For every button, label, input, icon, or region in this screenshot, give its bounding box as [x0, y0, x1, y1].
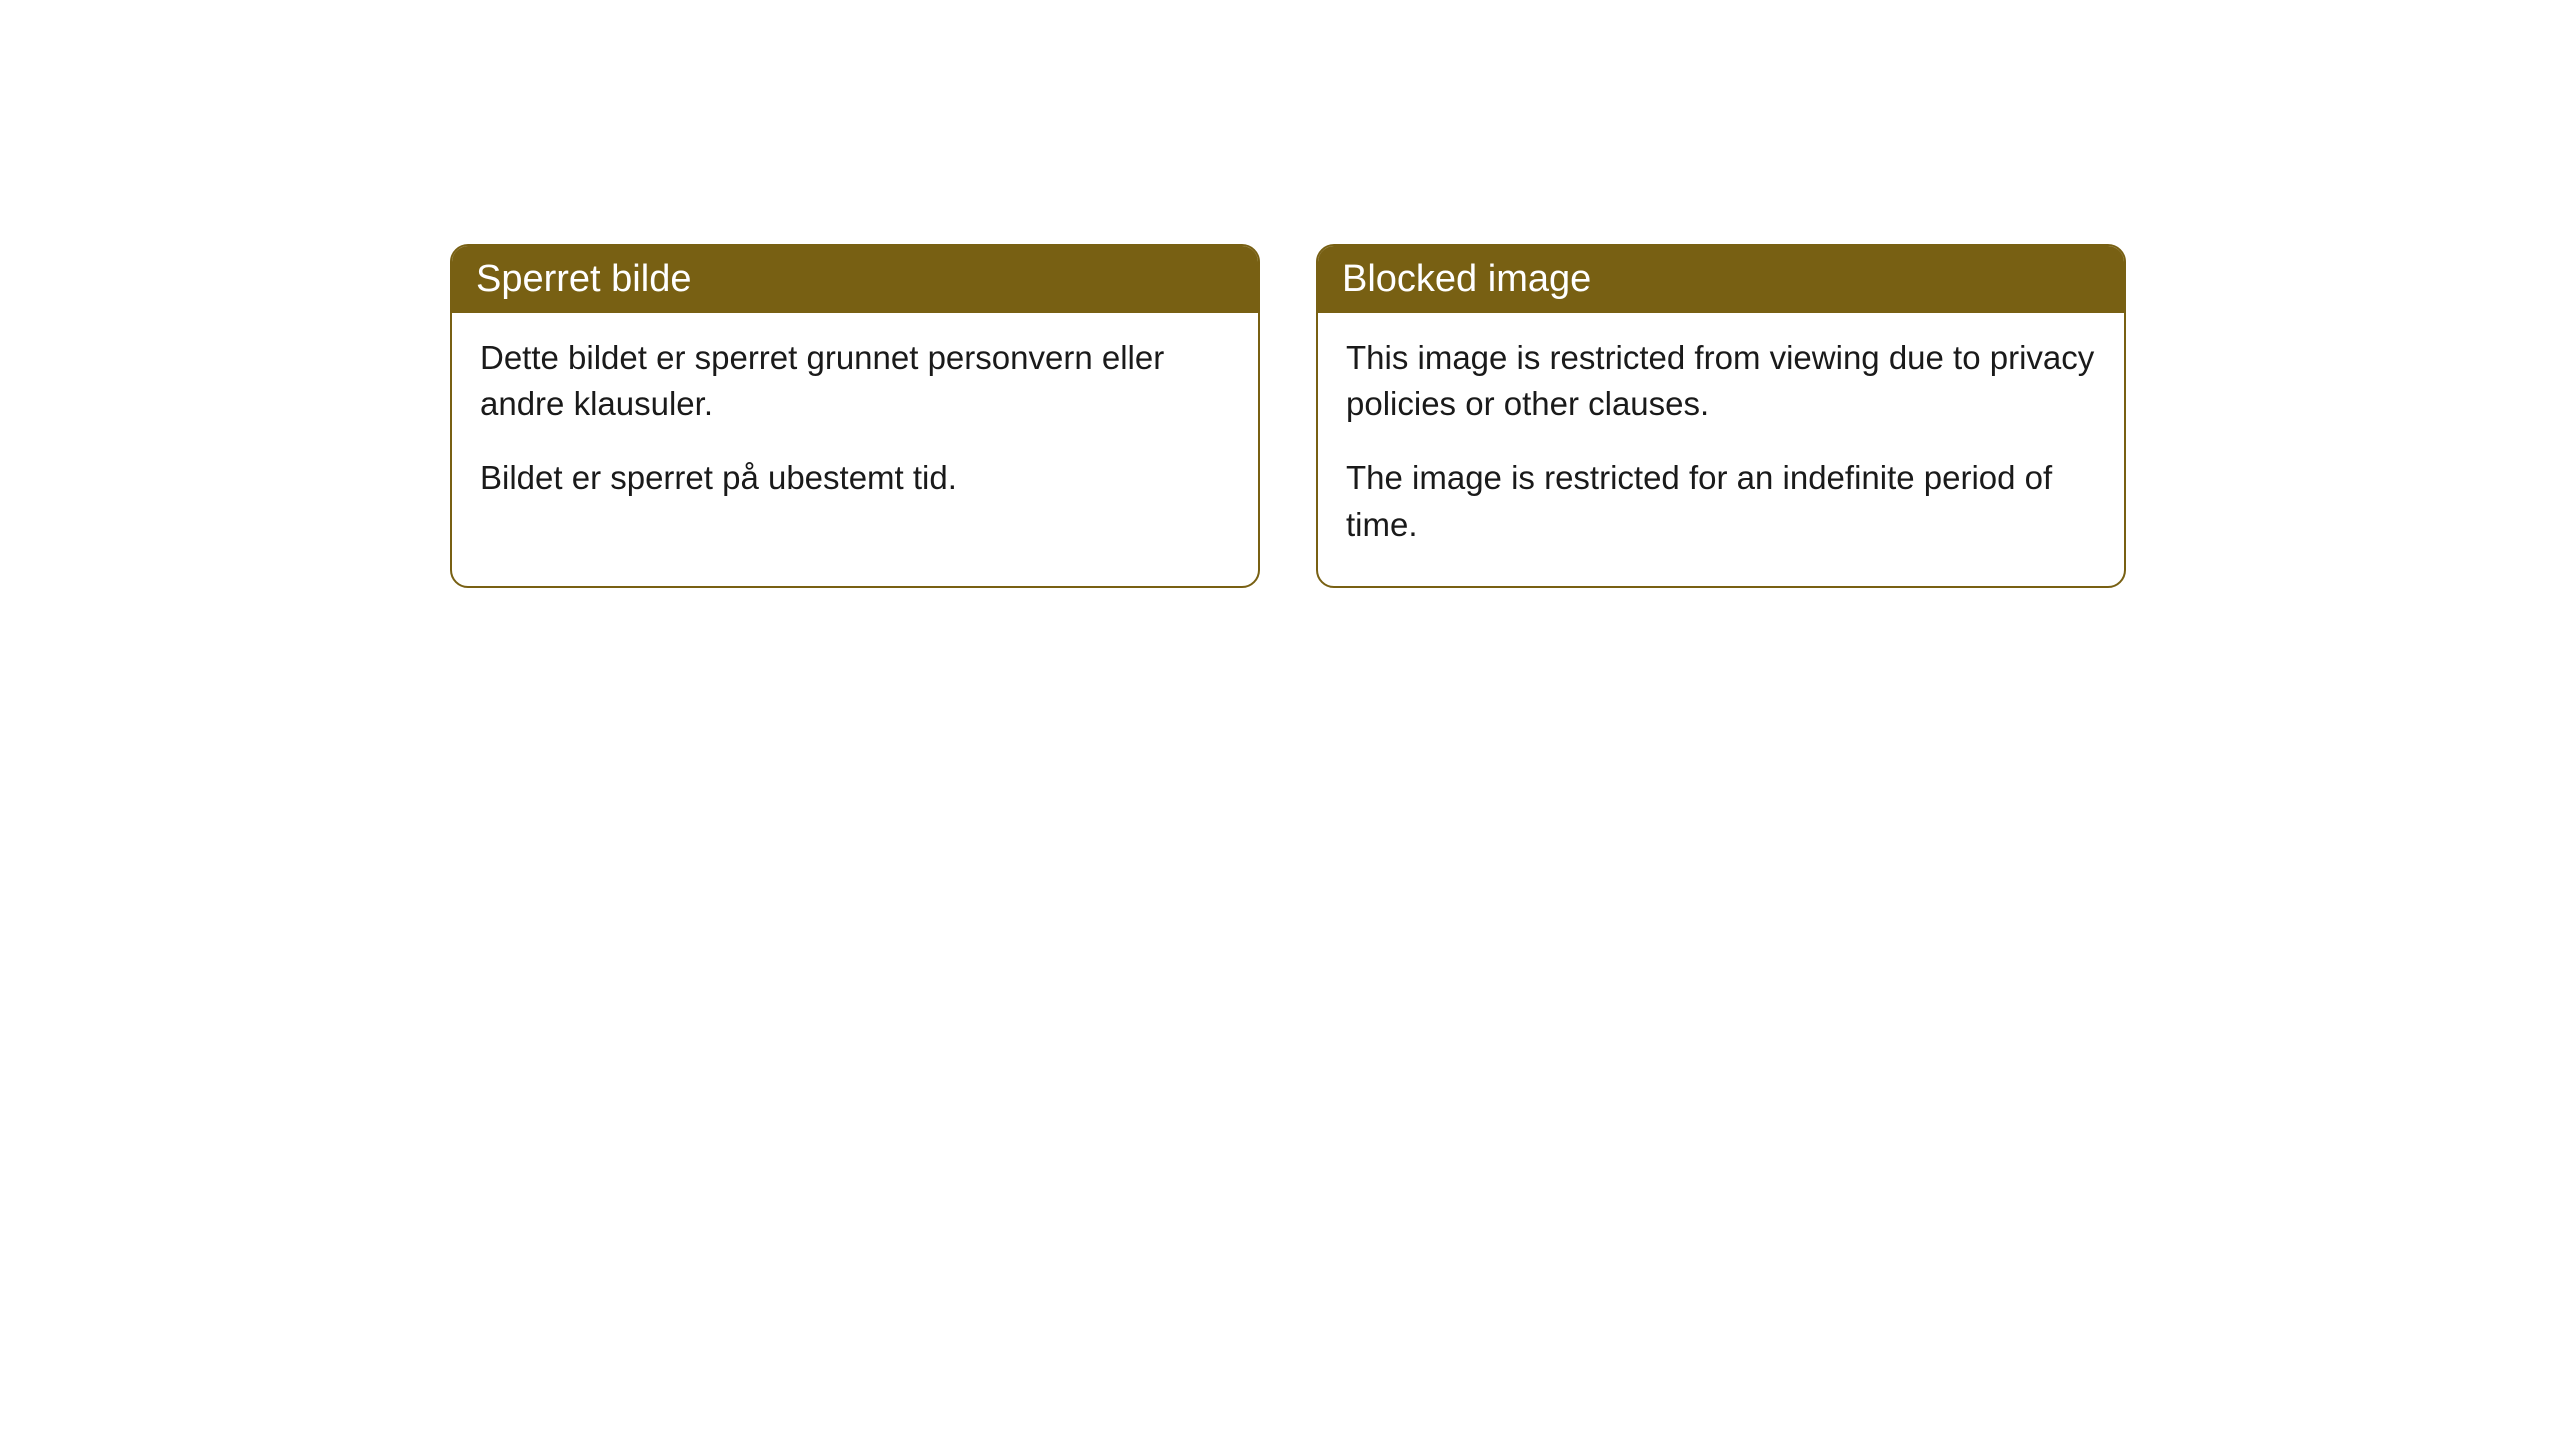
card-paragraph2-english: The image is restricted for an indefinit… [1346, 455, 2096, 547]
cards-container: Sperret bilde Dette bildet er sperret gr… [0, 0, 2560, 588]
card-title-norwegian: Sperret bilde [476, 258, 691, 300]
card-paragraph1-english: This image is restricted from viewing du… [1346, 335, 2096, 427]
card-paragraph2-norwegian: Bildet er sperret på ubestemt tid. [480, 455, 1230, 501]
card-body-english: This image is restricted from viewing du… [1318, 313, 2124, 586]
card-title-english: Blocked image [1342, 258, 1591, 300]
card-header-english: Blocked image [1318, 246, 2124, 313]
card-paragraph1-norwegian: Dette bildet er sperret grunnet personve… [480, 335, 1230, 427]
card-header-norwegian: Sperret bilde [452, 246, 1258, 313]
blocked-image-card-norwegian: Sperret bilde Dette bildet er sperret gr… [450, 244, 1260, 588]
blocked-image-card-english: Blocked image This image is restricted f… [1316, 244, 2126, 588]
card-body-norwegian: Dette bildet er sperret grunnet personve… [452, 313, 1258, 540]
